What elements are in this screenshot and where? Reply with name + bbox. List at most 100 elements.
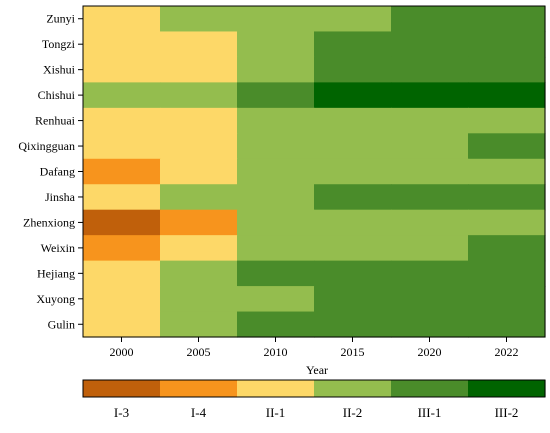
heatmap-cell — [160, 209, 238, 236]
heatmap-cell — [314, 260, 392, 287]
heatmap-cell — [391, 286, 469, 313]
heatmap-cell — [237, 286, 315, 313]
heatmap-cell — [391, 158, 469, 185]
heatmap-cell — [468, 82, 546, 109]
heatmap-cell — [314, 158, 392, 185]
legend-swatch — [314, 380, 392, 397]
x-tick-label: 2022 — [495, 345, 519, 359]
heatmap-cell — [391, 311, 469, 338]
heatmap-cell — [83, 184, 161, 211]
legend-frame — [82, 379, 546, 398]
heatmap-cell — [468, 133, 546, 160]
legend-swatch — [468, 380, 546, 397]
heatmap-cell — [237, 133, 315, 160]
legend-swatch — [160, 380, 238, 397]
y-tick-label: Dafang — [40, 165, 75, 179]
heatmap-cell — [237, 184, 315, 211]
heatmap-cell — [160, 31, 238, 58]
y-tick-label: Tongzi — [42, 37, 76, 51]
heatmap-cell — [83, 311, 161, 338]
heatmap-cell — [391, 209, 469, 236]
heatmap-cell — [237, 31, 315, 58]
x-axis-label: Year — [306, 363, 328, 377]
heatmap-cell — [391, 56, 469, 83]
heatmap-cell — [237, 107, 315, 134]
heatmap-cell — [160, 286, 238, 313]
heatmap-cell — [314, 31, 392, 58]
heatmap-cell — [391, 235, 469, 262]
heatmap-cell — [160, 133, 238, 160]
heatmap-cell — [160, 158, 238, 185]
heatmap-cells — [83, 6, 546, 338]
heatmap-cell — [160, 6, 238, 33]
heatmap-cell — [160, 260, 238, 287]
x-tick-label: 2010 — [264, 345, 288, 359]
heatmap-cell — [391, 133, 469, 160]
heatmap-cell — [391, 107, 469, 134]
y-axis: Zunyi Tongzi Xishui Chishui Renhuai Qixinggua… — [18, 12, 83, 331]
y-tick-label: Zhenxiong — [23, 215, 75, 229]
x-axis: 2000 2005 2010 2015 2020 2022 — [110, 337, 519, 359]
heatmap-cell — [160, 235, 238, 262]
legend-label: I-4 — [191, 405, 207, 420]
y-tick-label: Xishui — [43, 63, 76, 77]
heatmap-cell — [468, 158, 546, 185]
heatmap-cell — [83, 260, 161, 287]
heatmap-cell — [468, 209, 546, 236]
heatmap-cell — [391, 31, 469, 58]
heatmap-cell — [237, 6, 315, 33]
heatmap-cell — [468, 286, 546, 313]
heatmap-cell — [314, 82, 392, 109]
x-tick-label: 2005 — [187, 345, 211, 359]
legend-swatch — [83, 380, 161, 397]
y-tick-label: Gulin — [48, 317, 75, 331]
heatmap-cell — [314, 56, 392, 83]
heatmap-cell — [314, 107, 392, 134]
legend-swatch — [237, 380, 315, 397]
y-tick-label: Renhuai — [35, 114, 76, 128]
legend-label: II-1 — [266, 405, 286, 420]
legend-label: I-3 — [114, 405, 129, 420]
heatmap-cell — [391, 82, 469, 109]
heatmap-cell — [314, 6, 392, 33]
legend: I-3 I-4 II-1 II-2 III-1 III-2 — [82, 379, 546, 420]
heatmap-cell — [237, 311, 315, 338]
heatmap-cell — [160, 56, 238, 83]
y-tick-label: Hejiang — [37, 266, 75, 280]
heatmap-cell — [160, 184, 238, 211]
heatmap-cell — [314, 311, 392, 338]
y-tick-label: Zunyi — [46, 12, 75, 26]
legend-label: II-2 — [343, 405, 363, 420]
heatmap-cell — [160, 311, 238, 338]
heatmap-cell — [468, 6, 546, 33]
legend-swatch — [391, 380, 469, 397]
legend-label: III-2 — [495, 405, 519, 420]
heatmap-cell — [237, 56, 315, 83]
heatmap-cell — [468, 184, 546, 211]
heatmap-cell — [237, 158, 315, 185]
heatmap-cell — [391, 260, 469, 287]
heatmap-cell — [237, 82, 315, 109]
x-tick-label: 2015 — [341, 345, 365, 359]
x-tick-label: 2000 — [110, 345, 134, 359]
heatmap-cell — [468, 260, 546, 287]
heatmap-cell — [314, 209, 392, 236]
x-tick-label: 2020 — [418, 345, 442, 359]
heatmap-cell — [83, 158, 161, 185]
heatmap-cell — [314, 286, 392, 313]
heatmap-cell — [83, 107, 161, 134]
heatmap-cell — [314, 184, 392, 211]
heatmap-cell — [468, 107, 546, 134]
heatmap-cell — [160, 107, 238, 134]
heatmap-cell — [468, 31, 546, 58]
heatmap-cell — [83, 235, 161, 262]
y-tick-label: Xuyong — [36, 292, 75, 306]
y-tick-label: Qixingguan — [18, 139, 75, 153]
heatmap-cell — [391, 184, 469, 211]
y-tick-label: Jinsha — [45, 190, 76, 204]
heatmap-cell — [83, 82, 161, 109]
legend-label: III-1 — [418, 405, 442, 420]
heatmap-cell — [160, 82, 238, 109]
